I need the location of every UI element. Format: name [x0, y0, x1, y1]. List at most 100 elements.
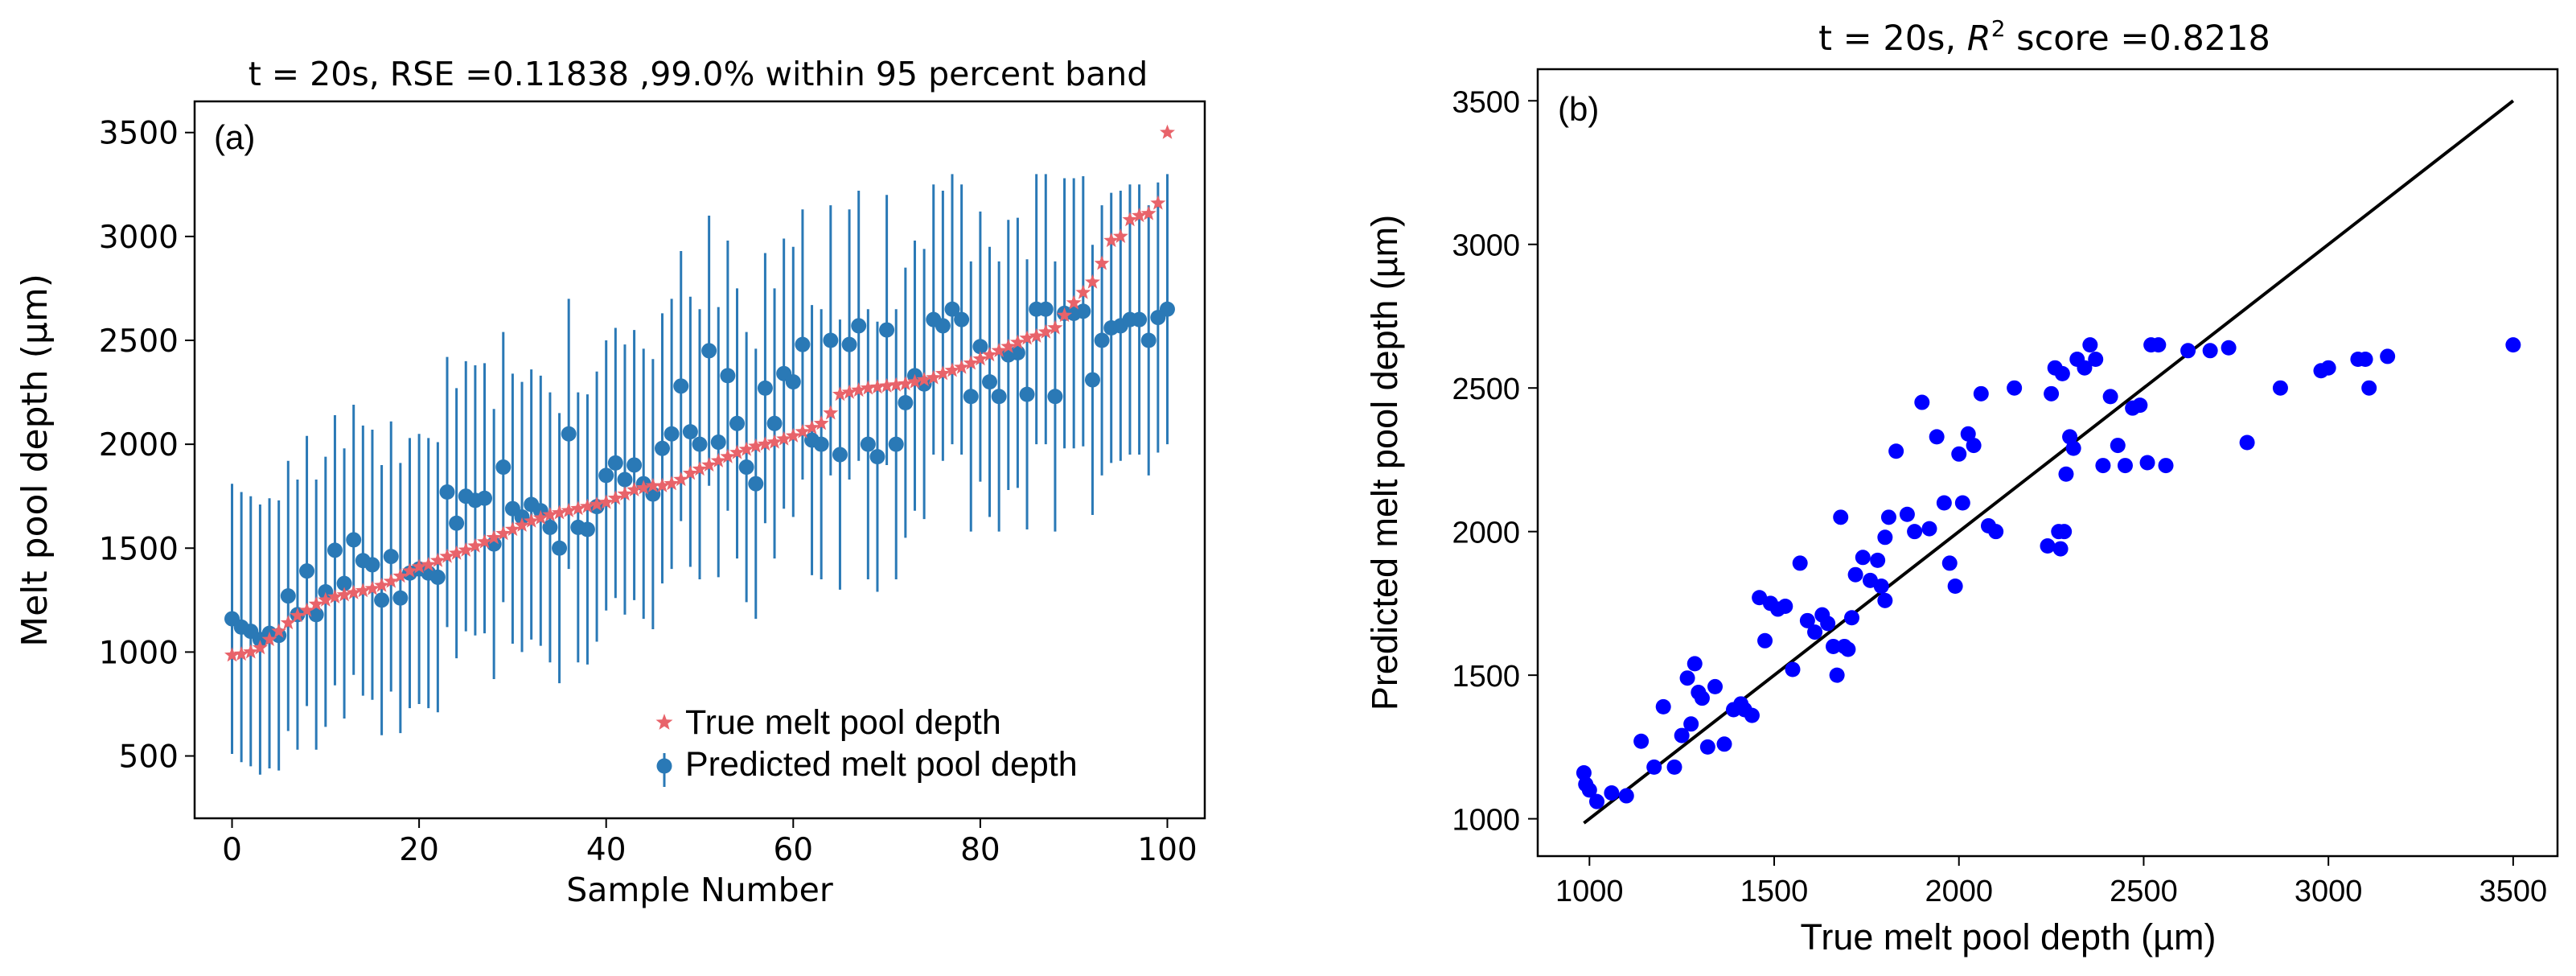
panel-a-xlabel: Sample Number [566, 871, 833, 909]
pred-point [383, 549, 399, 565]
true-point [355, 583, 371, 598]
true-point [655, 477, 670, 492]
pred-point [477, 490, 493, 506]
true-point [504, 521, 520, 537]
legend-circle [656, 758, 672, 774]
pred-point [991, 389, 1007, 405]
true-point [907, 373, 922, 389]
pred-point [514, 509, 530, 525]
scatter-point [2040, 538, 2056, 554]
scatter-point [1699, 739, 1715, 755]
panel-b-title-r: R [1967, 19, 1991, 59]
pred-point [1094, 332, 1110, 348]
scatter-point [1655, 698, 1671, 714]
true-point [327, 589, 343, 603]
pred-point [832, 447, 848, 463]
true-point [477, 533, 492, 549]
true-point [579, 498, 595, 513]
true-point [589, 496, 605, 512]
true-point [458, 542, 474, 557]
legend-pred-label: Predicted melt pool depth [685, 745, 1078, 784]
pred-point [785, 374, 801, 390]
scatter-point [1988, 524, 2004, 540]
true-point [486, 529, 502, 545]
x-tick-label: 2500 [2110, 875, 2178, 908]
true-point [720, 448, 736, 463]
pred-point [860, 436, 876, 452]
panel-a: t = 20s, RSE =0.11838 ,99.0% within 95 p… [14, 55, 1206, 909]
panel-b-ylabel: Predicted melt pool depth (µm) [1364, 215, 1405, 710]
pred-point [392, 590, 409, 606]
pred-point [429, 569, 446, 585]
true-point [1009, 334, 1025, 349]
panel-b-xlabel: True melt pool depth (µm) [1801, 916, 2217, 957]
pred-point [280, 588, 296, 604]
true-point [692, 461, 708, 476]
scatter-point [1973, 385, 1989, 402]
true-point [645, 477, 661, 492]
panel-b-label: (b) [1558, 90, 1599, 128]
pred-point [1132, 311, 1148, 327]
true-point [1094, 255, 1110, 270]
scatter-point [1873, 578, 1889, 594]
scatter-point [1880, 509, 1896, 525]
pred-point [813, 436, 829, 452]
true-point [785, 427, 801, 443]
true-point [1160, 124, 1175, 139]
pred-point [1084, 372, 1100, 388]
scatter-point [1777, 598, 1793, 614]
true-point [757, 436, 773, 451]
true-point [561, 502, 577, 517]
pred-point [972, 339, 988, 355]
pred-point [795, 336, 811, 352]
true-point [1000, 338, 1017, 353]
pred-point [346, 532, 362, 548]
true-point [1150, 195, 1166, 210]
scatter-point [2077, 360, 2093, 376]
true-point [1103, 233, 1120, 248]
true-point [1066, 294, 1082, 310]
true-point [701, 457, 717, 472]
x-tick-label: 2000 [1925, 875, 1993, 908]
pred-point [495, 459, 512, 476]
scatter-point [1877, 529, 1893, 546]
scatter-point [1604, 785, 1620, 801]
scatter-point [1807, 624, 1823, 640]
scatter-point [1877, 592, 1893, 608]
panel-a-legend: True melt pool depth Predicted melt pool… [655, 703, 1078, 787]
y-tick-label: 3500 [1452, 85, 1520, 119]
pred-point [336, 575, 352, 591]
panel-b-marks [1576, 99, 2521, 825]
scatter-point [1820, 616, 1836, 632]
true-point [963, 355, 979, 370]
scatter-point [2320, 360, 2336, 376]
true-point [748, 438, 764, 453]
true-point [449, 545, 465, 560]
legend-true-marker [655, 714, 673, 730]
scatter-point [2095, 458, 2111, 474]
pred-point [327, 542, 343, 558]
true-point [411, 558, 427, 574]
scatter-point [2380, 348, 2396, 364]
true-point [972, 351, 988, 366]
true-point [346, 584, 362, 599]
panel-b-title-prefix: t = 20s, [1818, 19, 1967, 59]
scatter-point [1960, 426, 1976, 442]
y-tick-label: 500 [119, 739, 179, 776]
x-tick-label: 1500 [1740, 875, 1809, 908]
x-tick-label: 100 [1137, 832, 1197, 868]
panel-a-label: (a) [214, 118, 255, 156]
true-point [898, 376, 914, 391]
true-point [823, 405, 839, 420]
panel-b-plot-frame [1536, 68, 2559, 858]
legend-pred-marker [656, 753, 672, 787]
scatter-point [2180, 343, 2196, 359]
pred-point [308, 607, 324, 623]
true-point [1075, 284, 1091, 299]
true-point [1112, 228, 1128, 243]
true-point [804, 419, 820, 434]
true-point [532, 509, 548, 525]
pred-point [944, 301, 960, 317]
true-point [860, 380, 876, 395]
true-point [635, 480, 651, 495]
